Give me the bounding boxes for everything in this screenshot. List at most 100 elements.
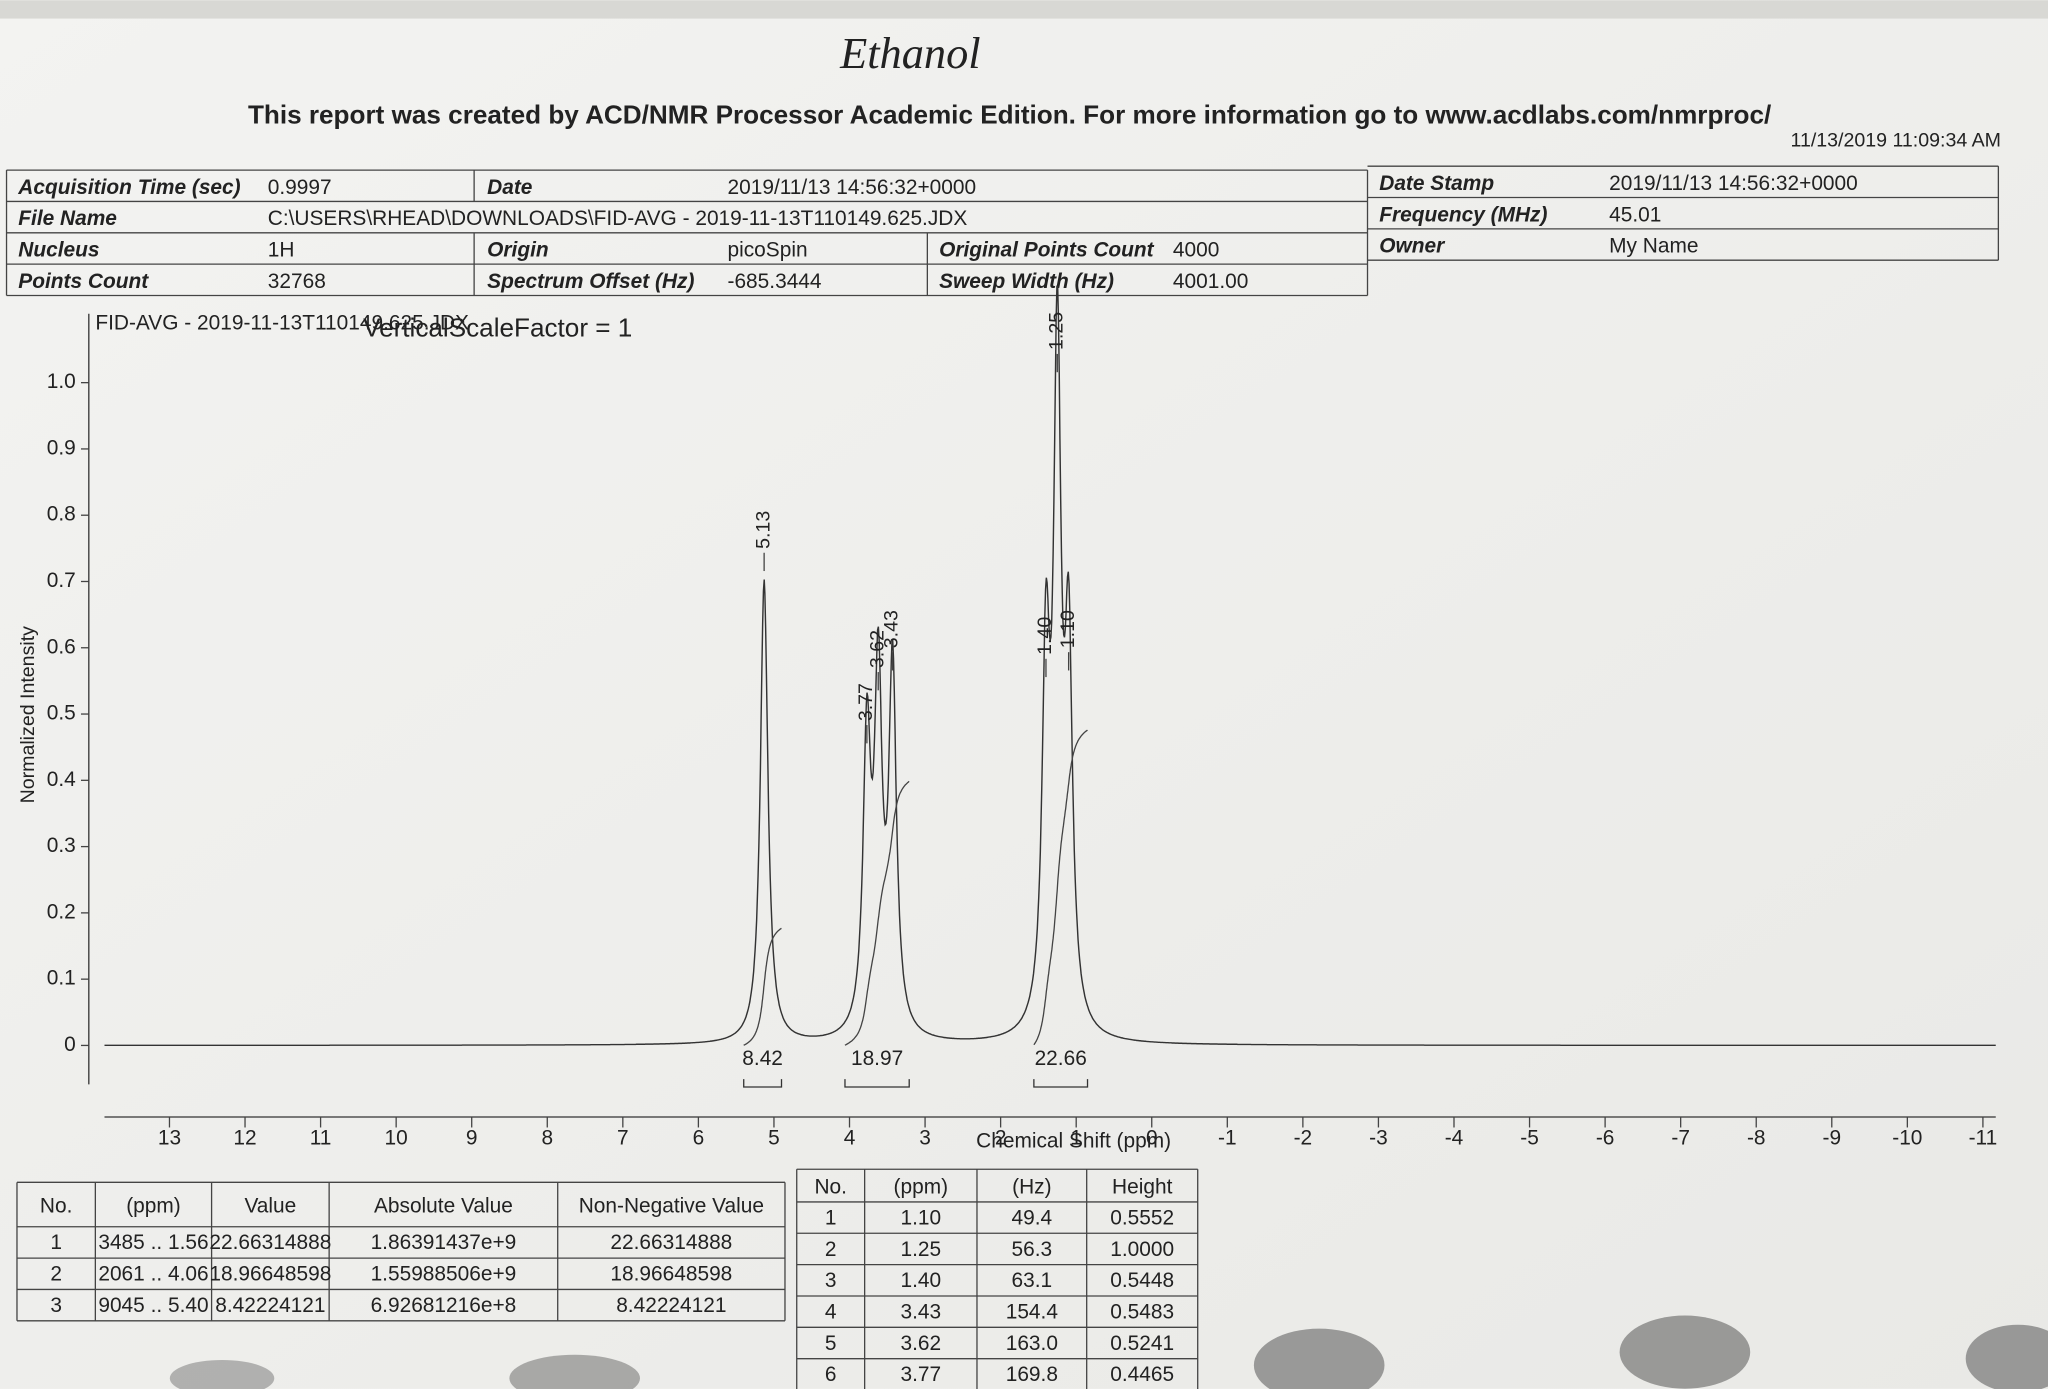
- info-label: Nucleus: [18, 239, 99, 262]
- x-tick-label: 13: [158, 1127, 181, 1150]
- table-cell: 2061 .. 4.06: [98, 1263, 208, 1286]
- y-tick-label: 0.6: [47, 635, 76, 658]
- table-header: Non-Negative Value: [579, 1195, 764, 1218]
- integral-label: 18.97: [851, 1047, 903, 1070]
- info-value: 45.01: [1609, 203, 1661, 226]
- x-tick-label: -7: [1671, 1127, 1690, 1150]
- table-cell: 1.10: [900, 1206, 941, 1229]
- table-header: (Hz): [1012, 1176, 1051, 1199]
- info-value: -685.3444: [728, 270, 822, 293]
- table-header: No.: [40, 1195, 73, 1218]
- info-label: Date Stamp: [1379, 172, 1494, 195]
- info-value: 0.9997: [268, 176, 332, 199]
- table-cell: 8.42224121: [616, 1294, 726, 1317]
- info-label: Sweep Width (Hz): [939, 270, 1114, 293]
- peak-label: 3.62: [866, 630, 888, 668]
- x-tick-label: 1: [1070, 1127, 1082, 1150]
- peak-label: 1.10: [1057, 610, 1079, 648]
- table-cell: 22.66314888: [610, 1231, 732, 1254]
- y-axis-label: Normalized Intensity: [17, 626, 39, 804]
- x-tick-label: 3: [919, 1127, 931, 1150]
- peak-label: 1.40: [1034, 617, 1056, 655]
- peak-label: 3.43: [881, 610, 903, 648]
- table-cell: 3.62: [900, 1332, 941, 1355]
- table-cell: 1.55988506e+9: [371, 1263, 517, 1286]
- x-tick-label: 8: [541, 1127, 553, 1150]
- x-tick-label: 10: [385, 1127, 408, 1150]
- smudge: [1965, 1324, 2048, 1389]
- table-cell: 18.96648598: [209, 1263, 331, 1286]
- smudge: [169, 1359, 275, 1389]
- info-label: File Name: [18, 207, 117, 230]
- x-tick-label: -3: [1369, 1127, 1388, 1150]
- peak-label: 3.77: [855, 683, 877, 721]
- chart-subtitle: VerticalScaleFactor = 1: [363, 312, 632, 342]
- info-label: Owner: [1379, 235, 1446, 258]
- table-cell: 3.77: [900, 1363, 941, 1386]
- integral-curve: [844, 780, 910, 1046]
- paper-edge: [0, 0, 2048, 19]
- table-cell: 6: [825, 1363, 837, 1386]
- table-cell: 63.1: [1012, 1269, 1053, 1292]
- y-tick-label: 0.2: [47, 900, 76, 923]
- x-tick-label: -2: [1294, 1127, 1313, 1150]
- table-cell: 3: [825, 1269, 837, 1292]
- smudge: [509, 1354, 640, 1389]
- x-tick-label: 11: [310, 1127, 332, 1150]
- info-value: My Name: [1609, 235, 1698, 258]
- table-cell: 1.40: [900, 1269, 941, 1292]
- info-value: 2019/11/13 14:56:32+0000: [728, 176, 977, 199]
- table-cell: 3.43: [900, 1300, 941, 1323]
- y-tick-label: 0.4: [47, 768, 76, 791]
- table-header: (ppm): [894, 1176, 949, 1199]
- x-tick-label: -10: [1892, 1127, 1922, 1150]
- table-cell: 169.8: [1006, 1363, 1058, 1386]
- chart-title: FID-AVG - 2019-11-13T110149.625.JDX: [95, 312, 469, 335]
- table-header: Absolute Value: [374, 1195, 513, 1218]
- x-tick-label: 12: [233, 1127, 256, 1150]
- x-tick-label: 9: [466, 1127, 478, 1150]
- x-tick-label: -9: [1823, 1127, 1842, 1150]
- smudge: [1253, 1328, 1385, 1389]
- y-tick-label: 0.5: [47, 702, 76, 725]
- peak-label: 5.13: [752, 511, 774, 549]
- info-value: 1H: [268, 239, 295, 262]
- y-tick-label: 0.3: [47, 834, 76, 857]
- info-label: Original Points Count: [939, 239, 1155, 262]
- notice: This report was created by ACD/NMR Proce…: [248, 99, 1771, 129]
- table-cell: 5: [825, 1332, 837, 1355]
- integral-curve: [743, 927, 782, 1046]
- table-cell: 2: [50, 1263, 62, 1286]
- table-header: No.: [814, 1176, 847, 1199]
- info-label: Origin: [487, 239, 548, 262]
- x-tick-label: -1: [1218, 1127, 1237, 1150]
- table-cell: 18.96648598: [610, 1263, 732, 1286]
- table-cell: 0.5448: [1110, 1269, 1174, 1292]
- integral-bracket: [844, 1079, 910, 1088]
- y-tick-label: 0.1: [47, 967, 76, 990]
- handwritten-title: Ethanol: [839, 28, 981, 78]
- info-label: Frequency (MHz): [1379, 203, 1547, 226]
- x-tick-label: -5: [1520, 1127, 1539, 1150]
- table-cell: 1.86391437e+9: [371, 1231, 517, 1254]
- table-cell: 22.66314888: [209, 1231, 331, 1254]
- table-cell: 0.5241: [1110, 1332, 1174, 1355]
- table-header: Height: [1112, 1176, 1173, 1199]
- y-tick-label: 0: [64, 1033, 76, 1056]
- x-tick-label: 7: [617, 1127, 629, 1150]
- table-cell: 0.5552: [1110, 1206, 1174, 1229]
- table-cell: 1: [50, 1231, 62, 1254]
- info-value: 32768: [268, 270, 326, 293]
- table-cell: 8.42224121: [215, 1294, 325, 1317]
- x-tick-label: -8: [1747, 1127, 1766, 1150]
- table-header: Value: [244, 1195, 296, 1218]
- table-cell: 1: [825, 1206, 837, 1229]
- spectrum-curve: [104, 285, 1996, 1047]
- table-cell: 163.0: [1006, 1332, 1058, 1355]
- table-cell: 2: [825, 1238, 837, 1261]
- integral-bracket: [743, 1079, 783, 1088]
- info-label: Date: [487, 176, 533, 199]
